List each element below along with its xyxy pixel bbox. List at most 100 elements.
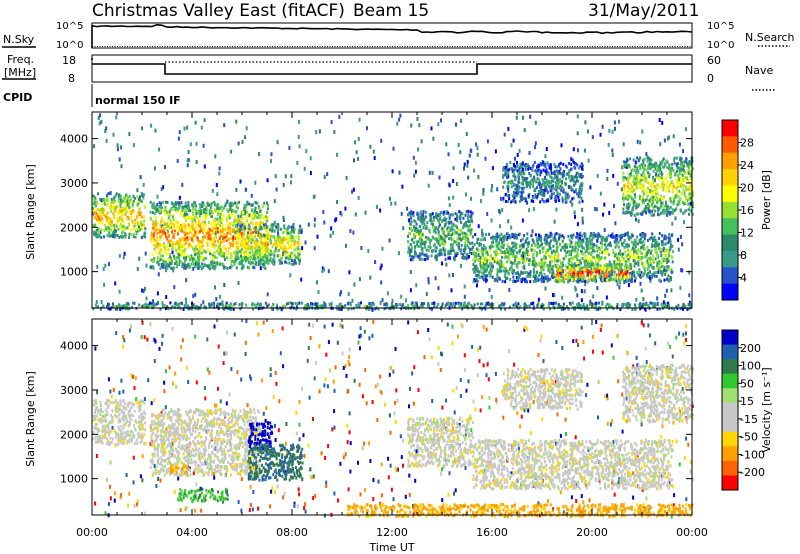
power-echo-cell: [593, 249, 596, 253]
power-echo-cell: [654, 178, 656, 183]
power-echo-cell: [215, 262, 218, 266]
power-echo-cell: [102, 267, 105, 272]
power-echo-cell: [230, 254, 233, 258]
power-echo-cell: [525, 259, 527, 263]
power-echo-cell: [662, 300, 665, 305]
power-echo-cell: [557, 264, 560, 268]
power-echo-cell: [282, 215, 285, 220]
power-echo-cell: [164, 247, 167, 251]
power-echo-cell: [156, 257, 159, 261]
power-echo-cell: [235, 187, 238, 192]
power-echo-cell: [618, 119, 621, 124]
power-echo-cell: [245, 187, 247, 192]
power-echo-cell: [313, 217, 316, 222]
power-echo-cell: [594, 261, 597, 265]
power-echo-cell: [616, 258, 619, 262]
power-echo-cell: [477, 175, 480, 179]
power-echo-cell: [235, 224, 238, 228]
power-echo-cell: [442, 241, 445, 245]
power-echo-cell: [654, 245, 657, 249]
power-echo-cell: [199, 229, 201, 233]
power-echo-cell: [193, 215, 196, 219]
power-echo-cell: [181, 182, 184, 187]
power-echo-cell: [243, 206, 246, 210]
power-echo-cell: [355, 150, 358, 155]
power-echo-cell: [523, 259, 526, 263]
power-echo-cell: [216, 221, 219, 225]
power-echo-cell: [305, 149, 308, 154]
power-echo-cell: [590, 268, 593, 272]
power-echo-cell: [118, 235, 121, 239]
power-echo-cell: [576, 251, 579, 255]
power-echo-cell: [264, 236, 267, 240]
power-echo-cell: [197, 266, 200, 270]
power-echo-cell: [240, 213, 243, 217]
power-echo-cell: [427, 245, 430, 249]
power-echo-cell: [655, 172, 657, 177]
power-echo-cell: [251, 252, 254, 256]
power-echo-cell: [554, 273, 557, 277]
power-echo-cell: [267, 246, 269, 250]
power-echo-cell: [463, 237, 466, 241]
power-echo-cell: [199, 225, 201, 228]
power-echo-cell: [113, 214, 116, 218]
power-echo-cell: [261, 251, 263, 255]
power-echo-cell: [526, 232, 529, 236]
power-echo-cell: [271, 234, 274, 238]
power-echo-cell: [517, 277, 520, 280]
power-echo-cell: [411, 237, 414, 241]
power-echo-cell: [639, 140, 642, 145]
power-echo-cell: [547, 278, 550, 282]
power-echo-cell: [608, 267, 611, 271]
nsky-tick-low: 10^0: [56, 40, 83, 51]
power-echo-cell: [485, 256, 488, 260]
power-echo-cell: [439, 223, 441, 227]
power-echo-cell: [535, 253, 538, 257]
power-echo-cell: [240, 228, 243, 232]
power-echo-cell: [615, 262, 618, 266]
power-echo-cell: [203, 208, 206, 212]
power-echo-cell: [411, 228, 414, 232]
power-echo-cell: [570, 264, 573, 268]
power-echo-cell: [500, 238, 503, 242]
power-echo-cell: [605, 246, 608, 249]
power-echo-cell: [251, 250, 254, 254]
power-echo-cell: [132, 199, 135, 203]
power-echo-cell: [402, 226, 405, 231]
power-echo-cell: [645, 206, 648, 210]
power-echo-cell: [617, 252, 620, 256]
power-echo-cell: [242, 245, 245, 249]
power-echo-cell: [296, 241, 299, 245]
power-echo-cell: [297, 237, 300, 241]
power-echo-cell: [642, 264, 645, 268]
power-echo-cell: [666, 257, 669, 261]
power-echo-cell: [505, 269, 508, 273]
power-echo-cell: [159, 248, 162, 252]
power-echo-cell: [540, 266, 543, 270]
power-echo-cell: [348, 270, 351, 275]
power-echo-cell: [500, 265, 503, 269]
power-echo-cell: [569, 259, 572, 263]
power-echo-cell: [656, 189, 659, 193]
power-echo-cell: [254, 223, 257, 227]
power-echo-cell: [208, 230, 211, 234]
power-echo-cell: [266, 292, 269, 297]
power-echo-cell: [205, 205, 208, 209]
power-echo-cell: [173, 285, 176, 290]
power-echo-cell: [150, 123, 153, 128]
power-echo-cell: [192, 239, 194, 243]
power-echo-cell: [160, 258, 163, 262]
power-echo-cell: [108, 221, 111, 225]
power-echo-cell: [263, 263, 266, 267]
power-echo-cell: [206, 203, 209, 207]
power-echo-cell: [621, 255, 624, 259]
power-echo-cell: [445, 142, 448, 147]
power-echo-cell: [447, 225, 450, 229]
power-echo-cell: [463, 256, 466, 260]
power-echo-cell: [237, 241, 239, 245]
power-echo-cell: [581, 207, 584, 212]
power-echo-cell: [666, 264, 669, 268]
power-echo-cell: [253, 214, 256, 218]
power-echo-cell: [166, 264, 169, 268]
power-echo-cell: [448, 183, 451, 188]
